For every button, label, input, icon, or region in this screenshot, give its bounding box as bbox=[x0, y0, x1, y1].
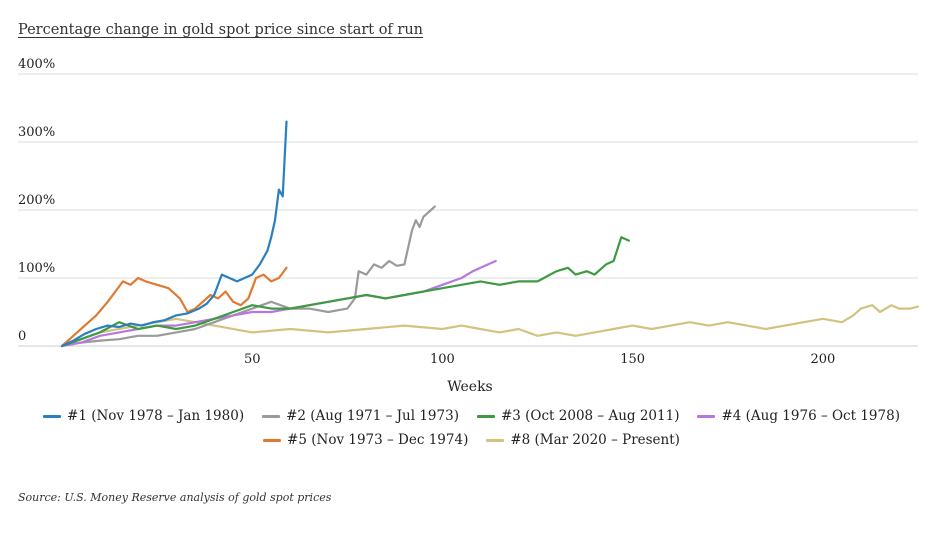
series-line bbox=[60, 304, 920, 348]
x-tick-label: 50 bbox=[244, 352, 261, 367]
legend-item: #4 (Aug 1976 – Oct 1978) bbox=[697, 408, 900, 424]
legend-label: #5 (Nov 1973 – Dec 1974) bbox=[287, 432, 469, 448]
series-line bbox=[60, 266, 288, 348]
y-tick-label: 300% bbox=[18, 125, 55, 140]
grid-lines bbox=[18, 73, 918, 347]
legend-item: #3 (Oct 2008 – Aug 2011) bbox=[476, 408, 680, 424]
source-note: Source: U.S. Money Reserve analysis of g… bbox=[18, 491, 332, 504]
legend-label: #1 (Nov 1978 – Jan 1980) bbox=[67, 408, 245, 424]
x-tick-label: 150 bbox=[620, 352, 645, 367]
series-line bbox=[60, 236, 631, 348]
legend-swatch bbox=[486, 438, 505, 442]
x-tick-label: 100 bbox=[430, 352, 455, 367]
legend-swatch bbox=[263, 438, 282, 442]
y-axis-ticks: 0 100% 200% 300% 400% bbox=[18, 57, 55, 344]
series-line bbox=[60, 120, 288, 348]
legend-item: #8 (Mar 2020 – Present) bbox=[486, 432, 680, 448]
legend-item: #5 (Nov 1973 – Dec 1974) bbox=[263, 432, 468, 448]
line-chart: 0 100% 200% 300% 400% 50 100 150 200 Weeks bbox=[18, 57, 920, 395]
legend: #1 (Nov 1978 – Jan 1980) #2 (Aug 1971 – J… bbox=[0, 408, 943, 456]
series-lines bbox=[60, 120, 920, 348]
legend-label: #3 (Oct 2008 – Aug 2011) bbox=[500, 408, 680, 424]
y-tick-label: 200% bbox=[18, 193, 55, 208]
legend-label: #4 (Aug 1976 – Oct 1978) bbox=[721, 408, 900, 424]
x-axis-label: Weeks bbox=[447, 379, 493, 395]
legend-swatch bbox=[697, 414, 716, 418]
y-tick-label: 0 bbox=[18, 329, 26, 344]
y-tick-label: 400% bbox=[18, 57, 55, 72]
x-tick-label: 200 bbox=[810, 352, 835, 367]
chart-title: Percentage change in gold spot price sin… bbox=[18, 22, 424, 38]
x-axis-ticks: 50 100 150 200 bbox=[244, 352, 835, 367]
legend-swatch bbox=[476, 414, 495, 418]
legend-row: #5 (Nov 1973 – Dec 1974) #8 (Mar 2020 – P… bbox=[0, 432, 943, 448]
legend-row: #1 (Nov 1978 – Jan 1980) #2 (Aug 1971 – J… bbox=[0, 408, 943, 424]
y-tick-label: 100% bbox=[18, 261, 55, 276]
legend-item: #2 (Aug 1971 – Jul 1973) bbox=[262, 408, 459, 424]
legend-label: #2 (Aug 1971 – Jul 1973) bbox=[286, 408, 459, 424]
legend-label: #8 (Mar 2020 – Present) bbox=[510, 432, 680, 448]
series-line bbox=[60, 205, 436, 348]
legend-swatch bbox=[43, 414, 62, 418]
legend-swatch bbox=[262, 414, 281, 418]
legend-item: #1 (Nov 1978 – Jan 1980) bbox=[43, 408, 244, 424]
